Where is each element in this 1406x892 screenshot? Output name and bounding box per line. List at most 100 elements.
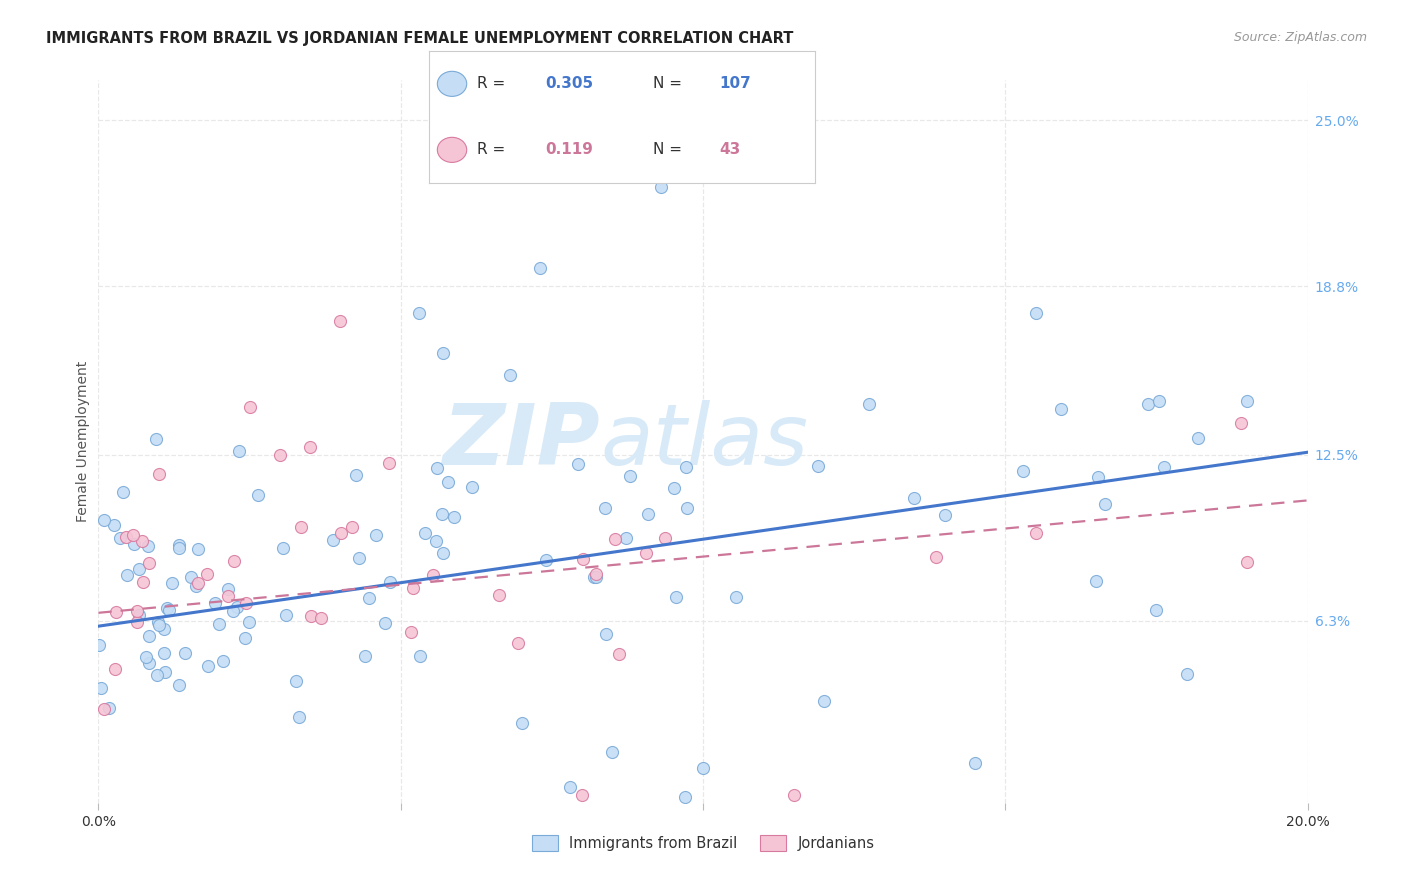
Point (1187, 431, 1209, 445)
Point (148, 467, 170, 481)
Point (197, 659, 219, 673)
Point (425, 534, 447, 549)
Point (1024, 525, 1046, 540)
Point (309, 611, 332, 625)
Point (104, 605, 127, 619)
Point (299, 608, 322, 623)
Point (934, 508, 956, 523)
Circle shape (437, 71, 467, 96)
Point (807, 458, 830, 473)
Point (1094, 497, 1116, 511)
Point (174, 646, 197, 660)
Point (585, 570, 607, 584)
Text: R =: R = (477, 77, 505, 91)
Point (422, 568, 444, 582)
Point (583, 569, 606, 583)
Text: IMMIGRANTS FROM BRAZIL VS JORDANIAN FEMALE UNEMPLOYMENT CORRELATION CHART: IMMIGRANTS FROM BRAZIL VS JORDANIAN FEMA… (46, 31, 794, 46)
Point (603, 533, 626, 547)
Point (153, 623, 176, 637)
Point (607, 647, 630, 661)
Point (115, 567, 138, 582)
Point (138, 557, 160, 571)
Point (813, 694, 835, 708)
Point (155, 665, 177, 679)
Point (529, 260, 551, 275)
Point (903, 491, 925, 505)
Point (654, 531, 676, 545)
Point (93, 701, 115, 715)
Point (353, 648, 375, 663)
Point (222, 554, 245, 568)
Point (138, 629, 160, 643)
Point (169, 541, 191, 555)
Y-axis label: Female Unemployment: Female Unemployment (76, 361, 90, 522)
Point (153, 646, 176, 660)
Point (128, 562, 150, 576)
Point (274, 608, 297, 623)
Point (157, 603, 180, 617)
Point (399, 624, 422, 639)
Point (377, 456, 399, 470)
Point (402, 581, 425, 595)
Point (145, 433, 167, 447)
Legend: Immigrants from Brazil, Jordanians: Immigrants from Brazil, Jordanians (526, 830, 880, 857)
Point (131, 533, 153, 548)
Point (180, 570, 202, 584)
Point (329, 314, 352, 328)
Point (148, 617, 170, 632)
Point (585, 566, 607, 581)
Point (235, 596, 257, 610)
Point (235, 631, 257, 645)
Point (288, 710, 311, 724)
Point (93, 513, 115, 527)
Point (1147, 394, 1170, 409)
Point (138, 656, 160, 670)
Point (408, 306, 430, 320)
Point (212, 654, 235, 668)
Point (239, 400, 262, 414)
Point (1012, 464, 1035, 478)
Point (342, 520, 364, 534)
Point (1087, 470, 1109, 484)
Text: N =: N = (654, 77, 682, 91)
Point (167, 538, 190, 552)
Point (637, 508, 659, 522)
Point (186, 579, 208, 593)
Point (246, 488, 269, 502)
Point (374, 615, 396, 630)
Point (103, 518, 125, 533)
Point (145, 668, 167, 682)
Point (187, 541, 209, 556)
Point (125, 615, 148, 630)
Point (593, 501, 616, 516)
Point (1049, 402, 1071, 417)
Point (436, 475, 458, 490)
Point (413, 525, 436, 540)
Point (167, 678, 190, 692)
Point (634, 546, 657, 560)
Point (650, 180, 672, 194)
Point (114, 530, 136, 544)
Point (132, 575, 155, 590)
Point (329, 525, 352, 540)
Point (567, 457, 589, 471)
Point (349, 550, 371, 565)
Point (299, 440, 322, 454)
Point (614, 531, 637, 545)
Point (217, 582, 239, 596)
Point (510, 715, 533, 730)
Point (1236, 555, 1258, 569)
Point (322, 533, 344, 548)
Point (692, 761, 714, 775)
Point (187, 576, 209, 591)
Point (858, 397, 880, 411)
Text: 0.119: 0.119 (546, 143, 593, 157)
Point (290, 520, 312, 534)
Point (225, 599, 247, 614)
Point (673, 790, 696, 805)
Point (1085, 574, 1108, 588)
Point (783, 788, 806, 802)
Point (271, 541, 294, 556)
Point (160, 576, 183, 591)
Point (571, 788, 593, 802)
